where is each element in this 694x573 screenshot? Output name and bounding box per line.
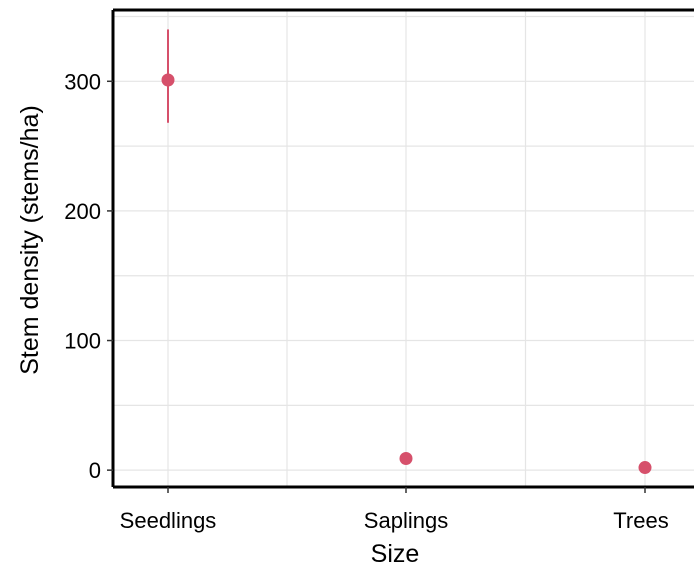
data-marks [161, 29, 652, 475]
axes [107, 8, 694, 493]
y-axis-title: Stem density (stems/ha) [16, 105, 44, 375]
x-tick-label: Seedlings [120, 508, 217, 533]
data-point [161, 73, 175, 87]
x-tick-label: Trees [613, 508, 668, 533]
data-point [399, 451, 413, 465]
grid [113, 10, 694, 487]
data-point [638, 461, 652, 475]
y-tick-label: 100 [64, 329, 101, 354]
x-axis-title: Size [371, 540, 420, 568]
y-tick-label: 0 [89, 458, 101, 483]
x-tick-label: Saplings [364, 508, 448, 533]
y-tick-label: 200 [64, 199, 101, 224]
tick-labels: 0 100 200 300 Seedlings Saplings Trees [64, 69, 668, 533]
y-tick-label: 300 [64, 69, 101, 94]
